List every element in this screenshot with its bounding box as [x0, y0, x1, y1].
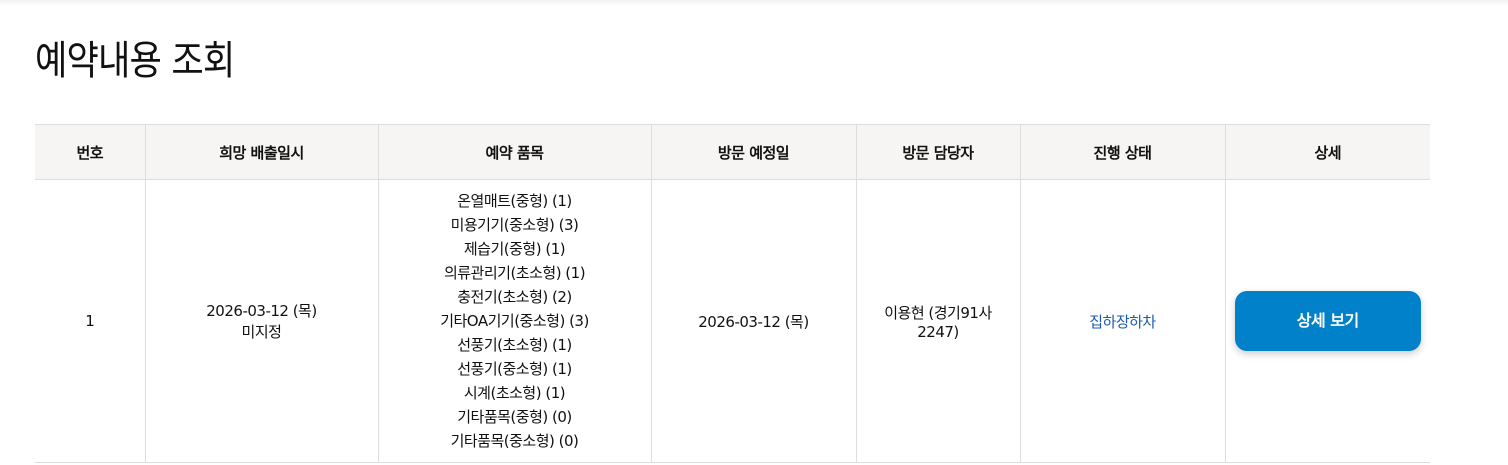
col-detail: 상세 — [1225, 124, 1430, 180]
item: 제습기(중형) (1) — [463, 240, 566, 258]
item: 시계(초소형) (1) — [463, 384, 566, 402]
page-title: 예약내용 조회 — [35, 38, 235, 84]
item: 선풍기(중소형) (1) — [457, 360, 572, 378]
item: 기타OA기기(중소형) (3) — [440, 312, 589, 330]
manager-id: 2247) — [917, 322, 959, 341]
top-bar — [0, 0, 1508, 6]
col-desired-date: 희망 배출일시 — [145, 124, 379, 180]
item: 선풍기(초소형) (1) — [457, 336, 572, 354]
cell-detail: 상세 보기 — [1224, 179, 1430, 463]
col-visit-date: 방문 예정일 — [651, 124, 857, 180]
cell-items: 온열매트(중형) (1) 미용기기(중소형) (3) 제습기(중형) (1) 의… — [377, 179, 652, 463]
item: 충전기(초소형) (2) — [457, 288, 572, 306]
item: 의류관리기(초소형) (1) — [443, 264, 586, 282]
desired-time: 미지정 — [241, 323, 282, 341]
cell-desired-date: 2026-03-12 (목) 미지정 — [144, 179, 379, 463]
detail-button[interactable]: 상세 보기 — [1234, 291, 1421, 351]
cell-number: 1 — [35, 179, 146, 463]
col-items: 예약 품목 — [378, 124, 652, 180]
desired-date: 2026-03-12 (목) — [206, 302, 317, 320]
col-manager: 방문 담당자 — [856, 124, 1021, 180]
table-header: 번호 희망 배출일시 예약 품목 방문 예정일 방문 담당자 진행 상태 상세 — [35, 124, 1430, 180]
item: 기타품목(중형) (0) — [457, 408, 572, 426]
cell-status: 집하장하차 — [1019, 179, 1226, 463]
cell-visit-date: 2026-03-12 (목) — [650, 179, 857, 463]
manager-name: 이용현 (경기91사 — [884, 303, 992, 322]
col-status: 진행 상태 — [1020, 124, 1226, 180]
reservation-table: 번호 희망 배출일시 예약 품목 방문 예정일 방문 담당자 진행 상태 상세 … — [35, 124, 1430, 463]
item: 미용기기(중소형) (3) — [450, 216, 579, 234]
col-number: 번호 — [35, 124, 146, 180]
cell-manager: 이용현 (경기91사 2247) — [855, 179, 1021, 463]
table-row: 1 2026-03-12 (목) 미지정 온열매트(중형) (1) 미용기기(중소… — [35, 179, 1430, 463]
item: 기타품목(중소형) (0) — [450, 432, 579, 450]
item: 온열매트(중형) (1) — [457, 192, 572, 210]
